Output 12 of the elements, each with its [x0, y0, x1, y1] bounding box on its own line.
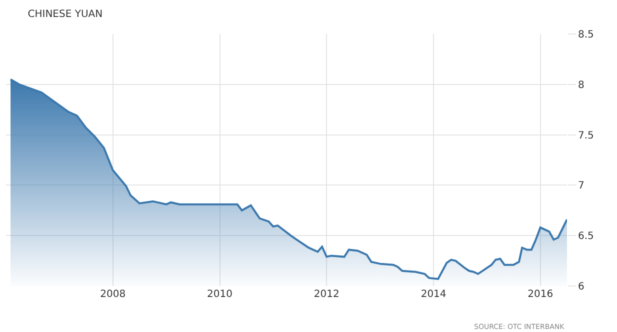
x-tick-label: 2012 [314, 289, 340, 300]
y-tick-label: 7.5 [578, 130, 594, 142]
y-tick-label: 6.5 [578, 231, 594, 242]
chart-title: CHINESE YUAN [28, 8, 103, 20]
y-tick-label: 8 [578, 80, 584, 91]
y-tick-label: 6 [578, 282, 584, 292]
x-tick-label: 2014 [420, 289, 446, 300]
x-tick-label: 2016 [528, 289, 554, 300]
x-tick-label: 2008 [100, 289, 126, 300]
y-tick-label: 7 [578, 180, 584, 192]
x-tick-label: 2010 [207, 289, 233, 300]
y-tick-label: 8.5 [578, 30, 594, 40]
